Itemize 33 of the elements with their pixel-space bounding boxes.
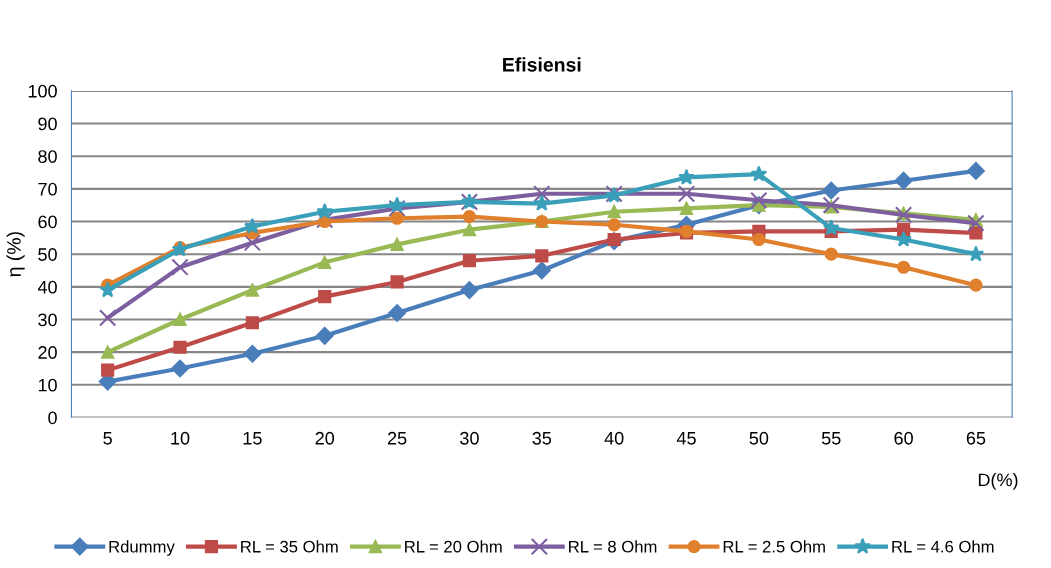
x-tick-label: 25 [387, 431, 407, 445]
x-tick-label: 20 [315, 431, 335, 445]
x-tick-label: 65 [966, 431, 986, 445]
y-tick-label: 30 [38, 313, 57, 327]
x-tick-label: 35 [532, 431, 552, 445]
y-tick-label: 0 [48, 411, 57, 425]
legend-label: RL = 8 Ohm [569, 540, 657, 553]
x-tick-label: 45 [676, 432, 696, 445]
legend-label: Rdummy [109, 540, 175, 556]
y-tick-label: 40 [37, 280, 57, 294]
y-tick-label: 50 [38, 248, 57, 261]
chart-title: Efisiensi [503, 57, 581, 72]
x-tick-label: 60 [894, 431, 913, 445]
y-tick-label: 100 [28, 84, 57, 98]
x-tick-label: 5 [103, 432, 112, 445]
x-tick-label: 40 [604, 431, 624, 445]
legend-label: RL = 35 Ohm [241, 540, 338, 553]
legend-label: RL = 4.6 Ohm [892, 540, 994, 553]
x-tick-label: 55 [821, 432, 841, 445]
y-axis-title: η (%) [6, 232, 25, 277]
legend-label: RL = 20 Ohm [405, 540, 502, 553]
y-tick-label: 10 [38, 378, 57, 392]
y-tick-label: 80 [38, 150, 57, 163]
y-tick-label: 90 [38, 117, 57, 131]
legend-label: RL = 2.5 Ohm [723, 540, 825, 553]
y-tick-label: 60 [38, 215, 57, 229]
x-tick-label: 15 [243, 432, 262, 445]
x-tick-label: 10 [171, 431, 190, 445]
y-tick-label: 70 [38, 182, 57, 196]
x-tick-label: 50 [749, 431, 769, 445]
x-axis-title: D(%) [978, 473, 1018, 490]
y-tick-label: 20 [38, 346, 57, 359]
x-tick-label: 30 [460, 431, 479, 445]
